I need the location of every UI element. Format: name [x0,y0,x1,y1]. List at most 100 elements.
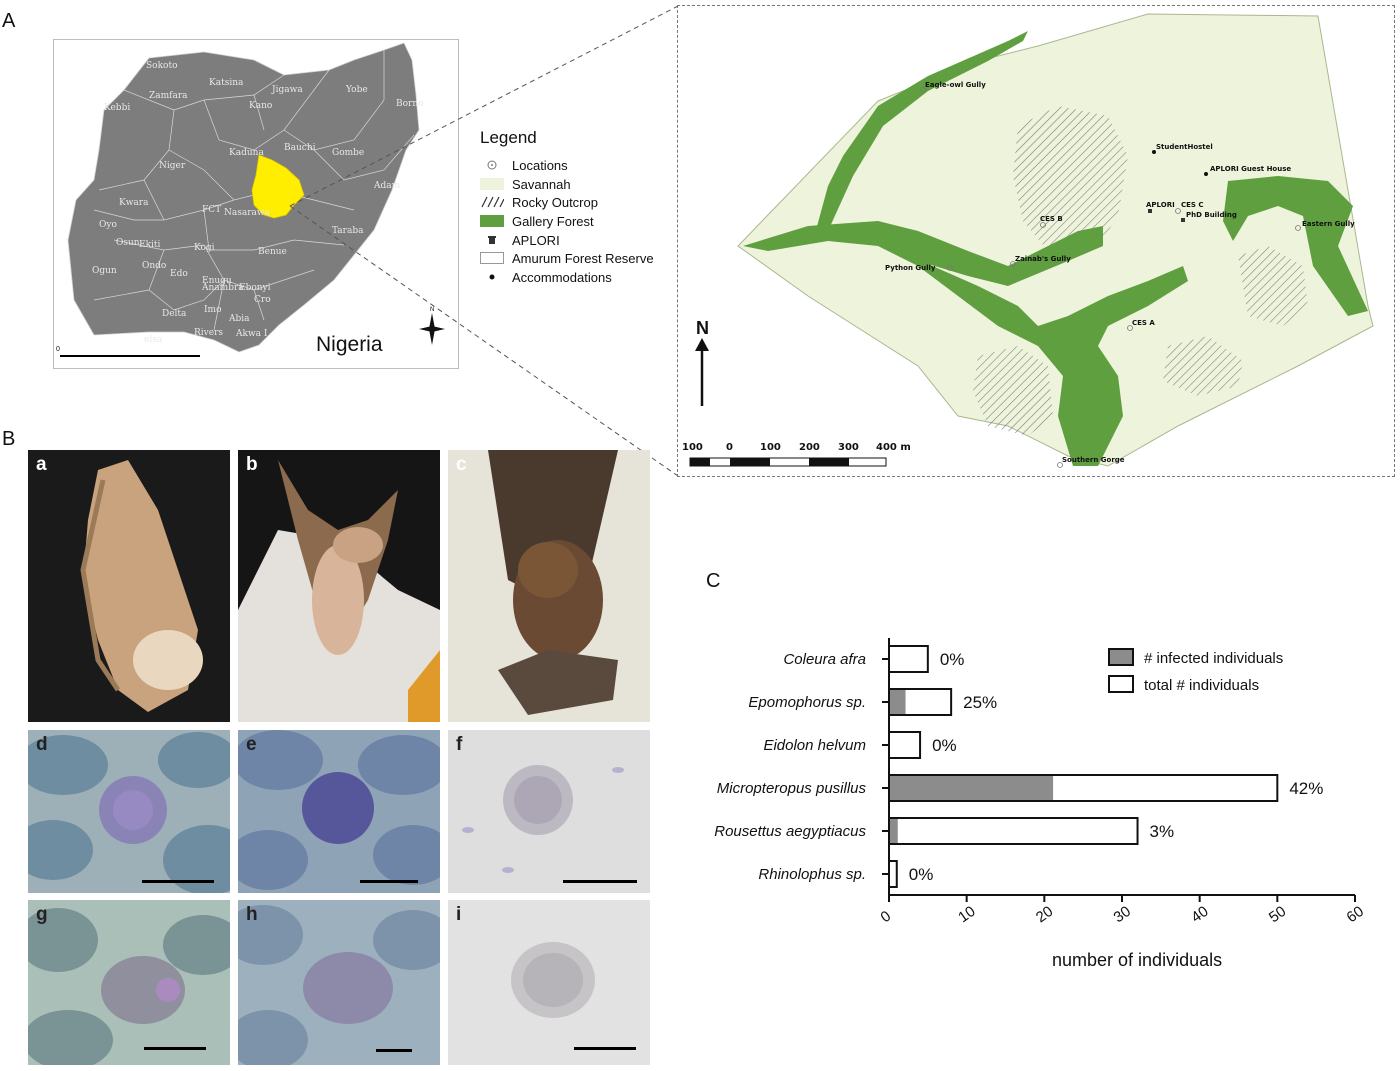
state-label: Edo [170,269,188,279]
state-label: Imo [204,305,222,315]
state-label: Zamfara [149,91,188,101]
place-label: Eastern Gully [1302,220,1355,228]
state-label: Delta [162,309,187,319]
site-north-arrow: N [695,318,709,406]
legend-item-locations: Locations [480,156,568,174]
bar-total [888,860,898,888]
place-label: StudentHostel [1156,143,1213,151]
place-label: PhD Building [1186,211,1237,219]
smear-f-illustration [462,765,624,873]
state-label: Benue [258,247,287,257]
state-label: Abia [228,314,250,324]
state-label: Enugu [202,276,232,286]
site-scale-label: 300 [838,442,859,453]
photo-i: i [448,900,650,1065]
state-label: Borno [396,99,424,109]
legend-label: Amurum Forest Reserve [512,250,654,266]
photo-tag-g: g [36,904,48,925]
map-legend: Legend Locations Savannah Rocky Outcrop … [480,128,680,298]
smear-i-illustration [511,942,595,1018]
place-label: Eagle-owl Gully [925,81,986,89]
legend-item-savannah: Savannah [480,175,571,193]
infection-bar-chart: Coleura afra 0% Epomophorus sp. 25% Eidolon … [714,638,1367,970]
panel-label-c: C [706,570,721,592]
outline-swatch [480,252,504,264]
photo-tag-c: c [456,454,467,475]
photo-tag-b: b [246,454,258,475]
legend-swatch [1108,675,1134,693]
state-label: Ekiti [139,240,161,250]
legend-title: Legend [480,128,537,147]
legend-item-aplori: APLORI [480,231,560,249]
bar-infected [890,776,1054,800]
circle-dot-icon [480,159,504,171]
legend-item-accommodations: Accommodations [480,268,612,286]
state-label: Rivers [194,328,223,338]
x-axis-label: number of individuals [1052,950,1222,970]
photo-tag-e: e [246,734,257,755]
state-label: Ebonyi [239,283,271,293]
accommodation-marker-icon [1204,172,1208,176]
bar-total [888,817,1139,845]
smear-d-illustration [28,732,230,893]
country-label: Nigeria [316,333,383,356]
place-label: APLORI Guest House [1210,165,1291,173]
photo-g: g [28,900,230,1065]
savannah-swatch [480,178,504,190]
dot-icon [480,271,504,283]
photo-tag-d: d [36,734,48,755]
legend-item-gallery-forest: Gallery Forest [480,212,594,230]
category-label: Rhinolophus sp. [758,866,866,883]
legend-entry: total # individuals [1144,677,1259,694]
location-marker-icon [1010,261,1016,267]
percent-label: 25% [963,693,997,712]
legend-entry: # infected individuals [1144,650,1283,667]
scale-bar-e [360,880,418,883]
site-scale-label: 100 [682,442,703,453]
state-label: Cro [254,295,271,305]
legend-label: APLORI [512,232,560,248]
gallery-forest [743,31,1368,466]
state-label: Jigawa [271,85,303,95]
state-label: Adam [373,181,401,191]
amurum-site-map: Eagle-owl Gully StudentHostel APLORI Guest… [677,5,1395,477]
compass-icon: N [419,307,445,345]
legend-swatch [1108,648,1134,666]
x-tick-label: 60 [1344,903,1367,926]
location-marker-icon [1040,222,1046,228]
bat-b-illustration [238,460,440,722]
state-label: Oyo [99,220,117,230]
photo-d: d [28,730,230,893]
state-label: Akwa I [235,329,268,339]
photo-tag-h: h [246,904,258,925]
photo-e: e [238,730,440,893]
state-label: Sokoto [146,61,178,71]
state-label: Ondo [142,261,166,271]
site-scale-bar: 100 0 100 200 300 400 m [682,442,911,467]
legend-item-rocky-outcrop: Rocky Outcrop [480,193,598,211]
percent-label: 0% [940,650,965,669]
panel-label-b: B [2,428,16,450]
smear-h-illustration [238,905,440,1065]
location-marker-icon [920,87,926,93]
state-label: Kebbi [104,103,130,113]
x-tick-label: 20 [1033,903,1056,926]
state-label: Osun [116,238,140,248]
location-marker-icon [947,265,953,271]
site-map-svg: Eagle-owl Gully StudentHostel APLORI Guest… [682,13,1374,468]
place-label: Python Gully [885,264,936,272]
percent-label: 0% [932,736,957,755]
aplori-marker-icon [1181,218,1185,222]
state-label: FCT [202,205,221,215]
legend-item-reserve: Amurum Forest Reserve [480,249,654,267]
hatch-swatch [480,196,504,208]
site-scale-label: 0 [726,442,733,453]
scale-bar-i [574,1047,636,1050]
panel-label-a: A [2,10,16,32]
category-label: Micropteropus pusillus [717,780,867,797]
category-label: Rousettus aegyptiacus [714,823,866,840]
state-label: elsa [144,335,163,345]
compass-n-label: N [430,307,434,313]
photo-h: h [238,900,440,1065]
place-label: Zainab's Gully [1015,255,1071,263]
